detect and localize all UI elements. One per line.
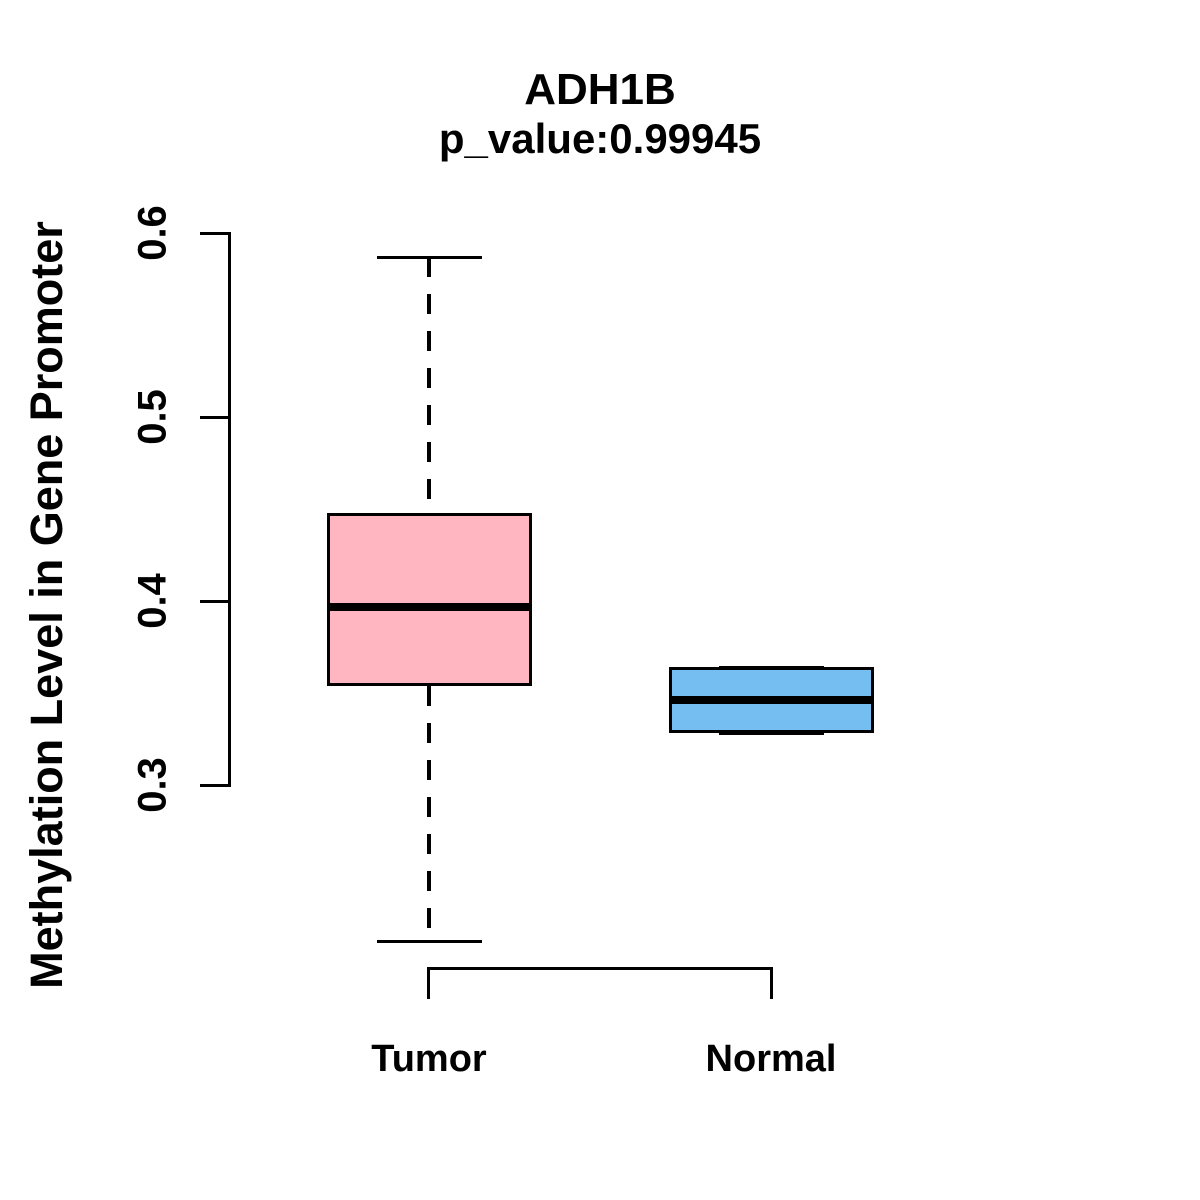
x-label-tumor: Tumor xyxy=(371,1038,487,1080)
tumor-lower-whisker-line xyxy=(427,686,431,941)
y-axis-label: Methylation Level in Gene Promoter xyxy=(21,221,72,989)
chart-title: ADH1B xyxy=(524,65,676,114)
tumor-upper-whisker-cap xyxy=(376,256,482,259)
y-tick-label-0.4: 0.4 xyxy=(130,573,175,629)
x-label-normal: Normal xyxy=(705,1038,837,1080)
x-axis-tick-normal xyxy=(770,967,773,999)
y-axis-line xyxy=(228,232,231,787)
y-tick-0.3 xyxy=(200,784,230,787)
chart-subtitle-pvalue: p_value:0.99945 xyxy=(438,115,762,162)
y-tick-0.4 xyxy=(200,600,230,603)
tumor-upper-whisker-line xyxy=(427,257,431,513)
x-axis-tick-tumor xyxy=(427,967,430,999)
x-axis-line xyxy=(427,967,773,999)
y-tick-label-0.5: 0.5 xyxy=(130,389,175,445)
tumor-median-line xyxy=(326,603,532,611)
normal-median-line xyxy=(668,696,874,704)
tumor-lower-whisker-cap xyxy=(376,940,482,943)
y-tick-0.6 xyxy=(200,232,230,235)
y-tick-label-0.6: 0.6 xyxy=(130,205,175,261)
y-tick-0.5 xyxy=(200,416,230,419)
y-tick-label-0.3: 0.3 xyxy=(130,757,175,813)
normal-lower-whisker-cap xyxy=(718,732,824,735)
tumor-box xyxy=(326,513,532,686)
